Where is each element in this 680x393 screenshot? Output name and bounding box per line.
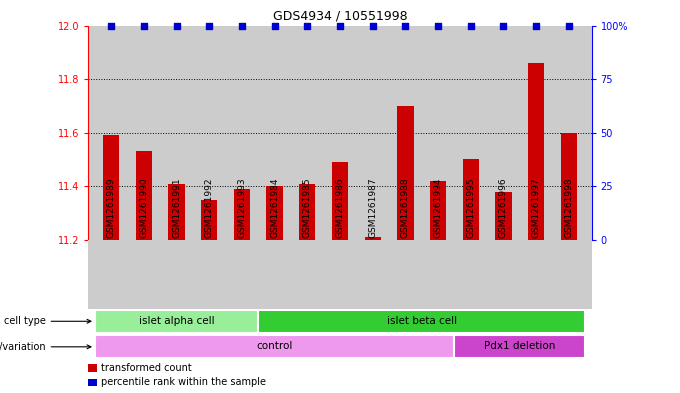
Point xyxy=(465,22,476,29)
Bar xyxy=(169,184,185,240)
Bar xyxy=(267,186,283,240)
Bar xyxy=(95,310,258,333)
Point xyxy=(498,22,509,29)
Text: islet beta cell: islet beta cell xyxy=(387,316,457,326)
Text: islet alpha cell: islet alpha cell xyxy=(139,316,214,326)
Bar xyxy=(201,200,218,240)
Bar xyxy=(136,151,152,240)
Text: control: control xyxy=(256,341,293,351)
Bar xyxy=(234,189,250,240)
Bar xyxy=(430,181,446,240)
Text: Pdx1 deletion: Pdx1 deletion xyxy=(484,341,556,351)
Bar xyxy=(364,237,381,240)
Bar xyxy=(258,310,585,333)
Bar xyxy=(88,364,97,372)
Point xyxy=(335,22,345,29)
Bar xyxy=(454,335,585,358)
Title: GDS4934 / 10551998: GDS4934 / 10551998 xyxy=(273,10,407,23)
Bar xyxy=(88,378,97,386)
Bar xyxy=(495,191,511,240)
Point xyxy=(269,22,280,29)
Text: genotype/variation: genotype/variation xyxy=(0,342,91,352)
Point xyxy=(367,22,378,29)
Point xyxy=(530,22,541,29)
Point xyxy=(432,22,443,29)
Bar xyxy=(560,133,577,240)
Bar xyxy=(95,335,454,358)
Text: transformed count: transformed count xyxy=(101,363,192,373)
Point xyxy=(171,22,182,29)
Bar xyxy=(332,162,348,240)
Point xyxy=(400,22,411,29)
Text: cell type: cell type xyxy=(4,316,91,326)
Point xyxy=(139,22,150,29)
Bar xyxy=(528,63,544,240)
Bar xyxy=(462,160,479,240)
Point xyxy=(563,22,574,29)
Bar xyxy=(299,184,316,240)
Text: percentile rank within the sample: percentile rank within the sample xyxy=(101,377,266,387)
Point xyxy=(302,22,313,29)
Bar xyxy=(103,135,120,240)
Point xyxy=(204,22,215,29)
Point xyxy=(106,22,117,29)
Point xyxy=(237,22,248,29)
Bar xyxy=(397,106,413,240)
